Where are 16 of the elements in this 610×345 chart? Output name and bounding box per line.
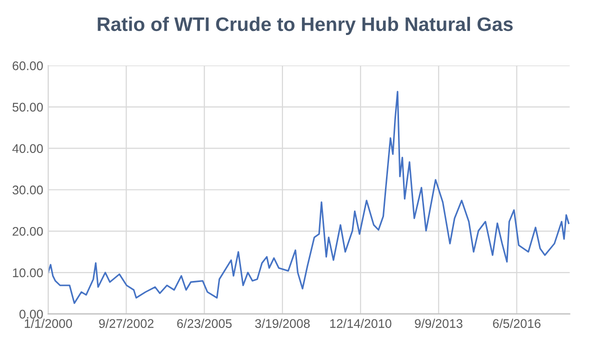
y-tick-label: 40.00	[12, 144, 43, 153]
x-tick-label: 3/19/2008	[255, 318, 310, 328]
x-tick-label: 9/27/2002	[99, 318, 154, 328]
x-tick-label: 12/14/2010	[330, 318, 392, 328]
y-tick-label: 50.00	[12, 102, 43, 112]
y-tick-label: 30.00	[12, 186, 43, 194]
x-tick-label: 6/5/2016	[493, 318, 540, 328]
y-tick-label: 10.00	[13, 268, 43, 278]
line-series	[48, 90, 570, 304]
y-tick-label: 0.00	[19, 310, 43, 319]
y-tick-label: 60.00	[12, 61, 43, 70]
x-tick-label: 6/23/2005	[177, 318, 232, 328]
chart-title: Ratio of WTI Crude to Henry Hub Natural Gas	[98, 16, 513, 35]
y-tick-label: 20.00	[12, 226, 43, 236]
x-tick-label: 9/9/2013	[414, 318, 462, 328]
x-tick-label: 1/1/2000	[24, 318, 72, 328]
